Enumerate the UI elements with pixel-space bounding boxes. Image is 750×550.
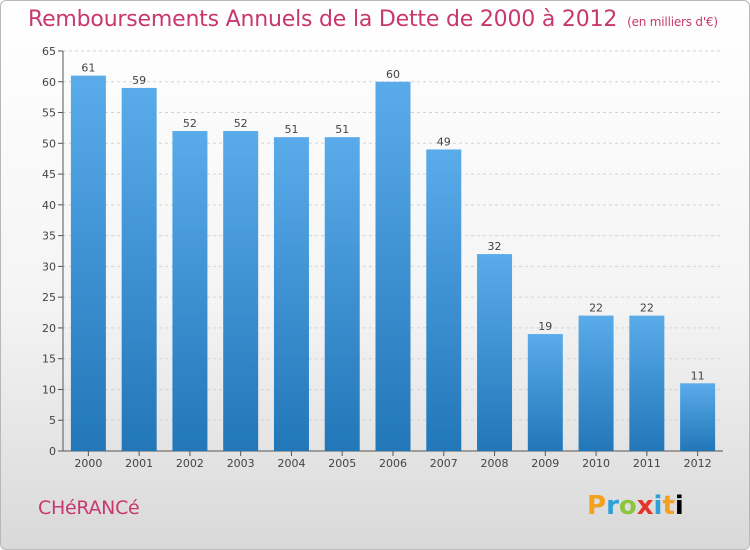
chart-unit: (en milliers d'€) [627, 15, 718, 29]
x-tick-label: 2002 [176, 457, 204, 470]
data-label: 52 [234, 117, 248, 130]
bar [426, 149, 462, 451]
x-tick-label: 2004 [277, 457, 305, 470]
data-label: 49 [437, 135, 451, 148]
bar [121, 87, 157, 451]
y-tick-label: 30 [42, 260, 56, 273]
y-tick-label: 15 [42, 353, 56, 366]
x-tick-label: 2010 [582, 457, 610, 470]
y-tick-label: 35 [42, 230, 56, 243]
x-tick-label: 2007 [430, 457, 458, 470]
logo-letter: t [662, 491, 675, 521]
data-label: 59 [132, 74, 146, 87]
data-labels: 61 59 52 52 51 51 60 49 32 19 22 22 11 [81, 62, 704, 383]
commune-name: CHéRANCé [38, 497, 140, 519]
x-tick-label: 2008 [481, 457, 509, 470]
data-label: 22 [589, 302, 603, 315]
x-tick-label: 2009 [531, 457, 559, 470]
chart-title: Remboursements Annuels de la Dette de 20… [28, 7, 718, 32]
y-tick-label: 10 [42, 383, 56, 396]
y-tick-label: 45 [42, 168, 56, 181]
bar [527, 334, 563, 451]
logo-letter: i [653, 491, 663, 521]
proxiti-logo: Proxiti [587, 491, 684, 521]
x-tick-label: 2000 [74, 457, 102, 470]
x-tick-label: 2011 [633, 457, 661, 470]
logo-letter: P [587, 491, 607, 521]
y-tick-label: 20 [42, 322, 56, 335]
x-tick-label: 2005 [328, 457, 356, 470]
logo-letter: r [606, 491, 619, 521]
y-tick-label: 65 [42, 45, 56, 58]
data-label: 51 [335, 123, 349, 136]
data-label: 11 [691, 369, 705, 382]
bar [680, 383, 716, 451]
bar [578, 315, 614, 451]
bar [223, 131, 259, 451]
bar [629, 315, 665, 451]
bar [375, 81, 411, 452]
bar [70, 75, 106, 451]
data-label: 52 [183, 117, 197, 130]
data-label: 32 [488, 240, 502, 253]
logo-letter: x [636, 491, 654, 521]
bar [172, 131, 208, 451]
logo-letter: i [674, 491, 684, 521]
bar [477, 254, 513, 451]
x-tick-label: 2012 [684, 457, 712, 470]
data-label: 22 [640, 302, 654, 315]
data-label: 51 [284, 123, 298, 136]
logo-letter: o [618, 491, 637, 521]
x-tick-label: 2001 [125, 457, 153, 470]
y-tick-label: 60 [42, 76, 56, 89]
y-tick-label: 40 [42, 199, 56, 212]
x-tick-label: 2003 [227, 457, 255, 470]
data-label: 61 [81, 62, 95, 75]
y-tick-label: 50 [42, 137, 56, 150]
chart-title-text: Remboursements Annuels de la Dette de 20… [28, 7, 618, 32]
y-tick-label: 0 [49, 445, 56, 458]
bars [70, 75, 716, 452]
data-label: 19 [538, 320, 552, 333]
y-tick-label: 25 [42, 291, 56, 304]
bar [273, 137, 309, 451]
y-tick-label: 5 [49, 414, 56, 427]
data-label: 60 [386, 68, 400, 81]
x-tick-label: 2006 [379, 457, 407, 470]
bar [324, 137, 360, 451]
y-tick-label: 55 [42, 107, 56, 120]
